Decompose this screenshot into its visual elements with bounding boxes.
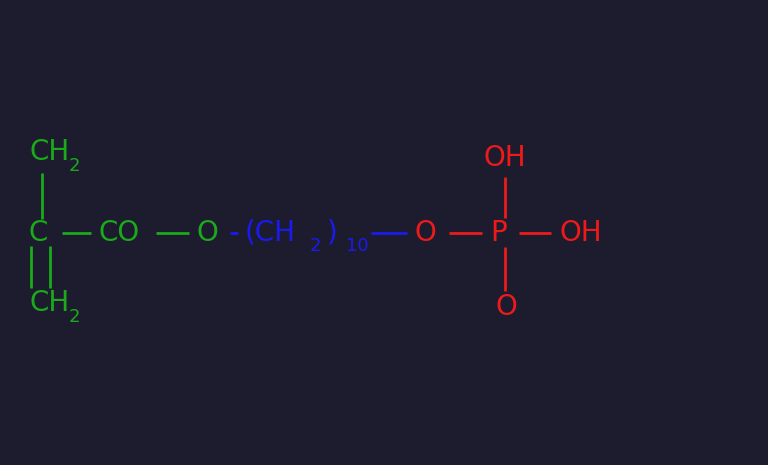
Text: ): ) xyxy=(327,219,338,246)
Text: O: O xyxy=(495,293,517,321)
Text: C: C xyxy=(28,219,48,246)
Text: O: O xyxy=(197,219,218,246)
Text: CH: CH xyxy=(29,289,69,317)
Text: O: O xyxy=(415,219,436,246)
Text: 10: 10 xyxy=(346,238,368,255)
Text: P: P xyxy=(490,219,507,246)
Text: 2: 2 xyxy=(69,308,81,326)
Text: 2: 2 xyxy=(69,157,81,175)
Text: OH: OH xyxy=(559,219,602,246)
Text: CO: CO xyxy=(98,219,140,246)
Text: CH: CH xyxy=(29,138,69,166)
Text: 2: 2 xyxy=(310,238,321,255)
Text: OH: OH xyxy=(483,144,526,172)
Text: (CH: (CH xyxy=(244,219,295,246)
